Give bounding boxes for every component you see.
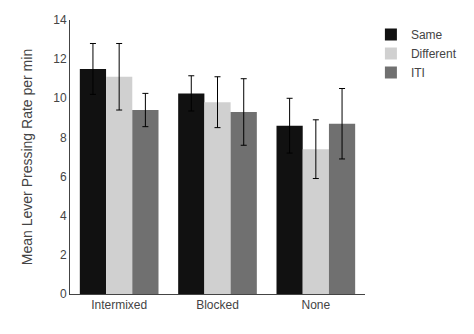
- svg-text:Same: Same: [411, 28, 443, 42]
- svg-text:Mean Lever Pressing Rate per m: Mean Lever Pressing Rate per min: [19, 49, 35, 265]
- svg-text:Blocked: Blocked: [196, 298, 239, 312]
- svg-text:ITI: ITI: [411, 66, 425, 80]
- svg-text:0: 0: [60, 287, 67, 301]
- svg-text:Intermixed: Intermixed: [91, 298, 147, 312]
- svg-text:6: 6: [60, 170, 67, 184]
- svg-text:12: 12: [53, 52, 67, 66]
- svg-text:2: 2: [60, 248, 67, 262]
- svg-text:8: 8: [60, 131, 67, 145]
- svg-text:4: 4: [60, 209, 67, 223]
- svg-text:14: 14: [53, 13, 67, 27]
- svg-text:10: 10: [53, 91, 67, 105]
- svg-text:None: None: [301, 298, 330, 312]
- svg-text:Different: Different: [411, 47, 457, 61]
